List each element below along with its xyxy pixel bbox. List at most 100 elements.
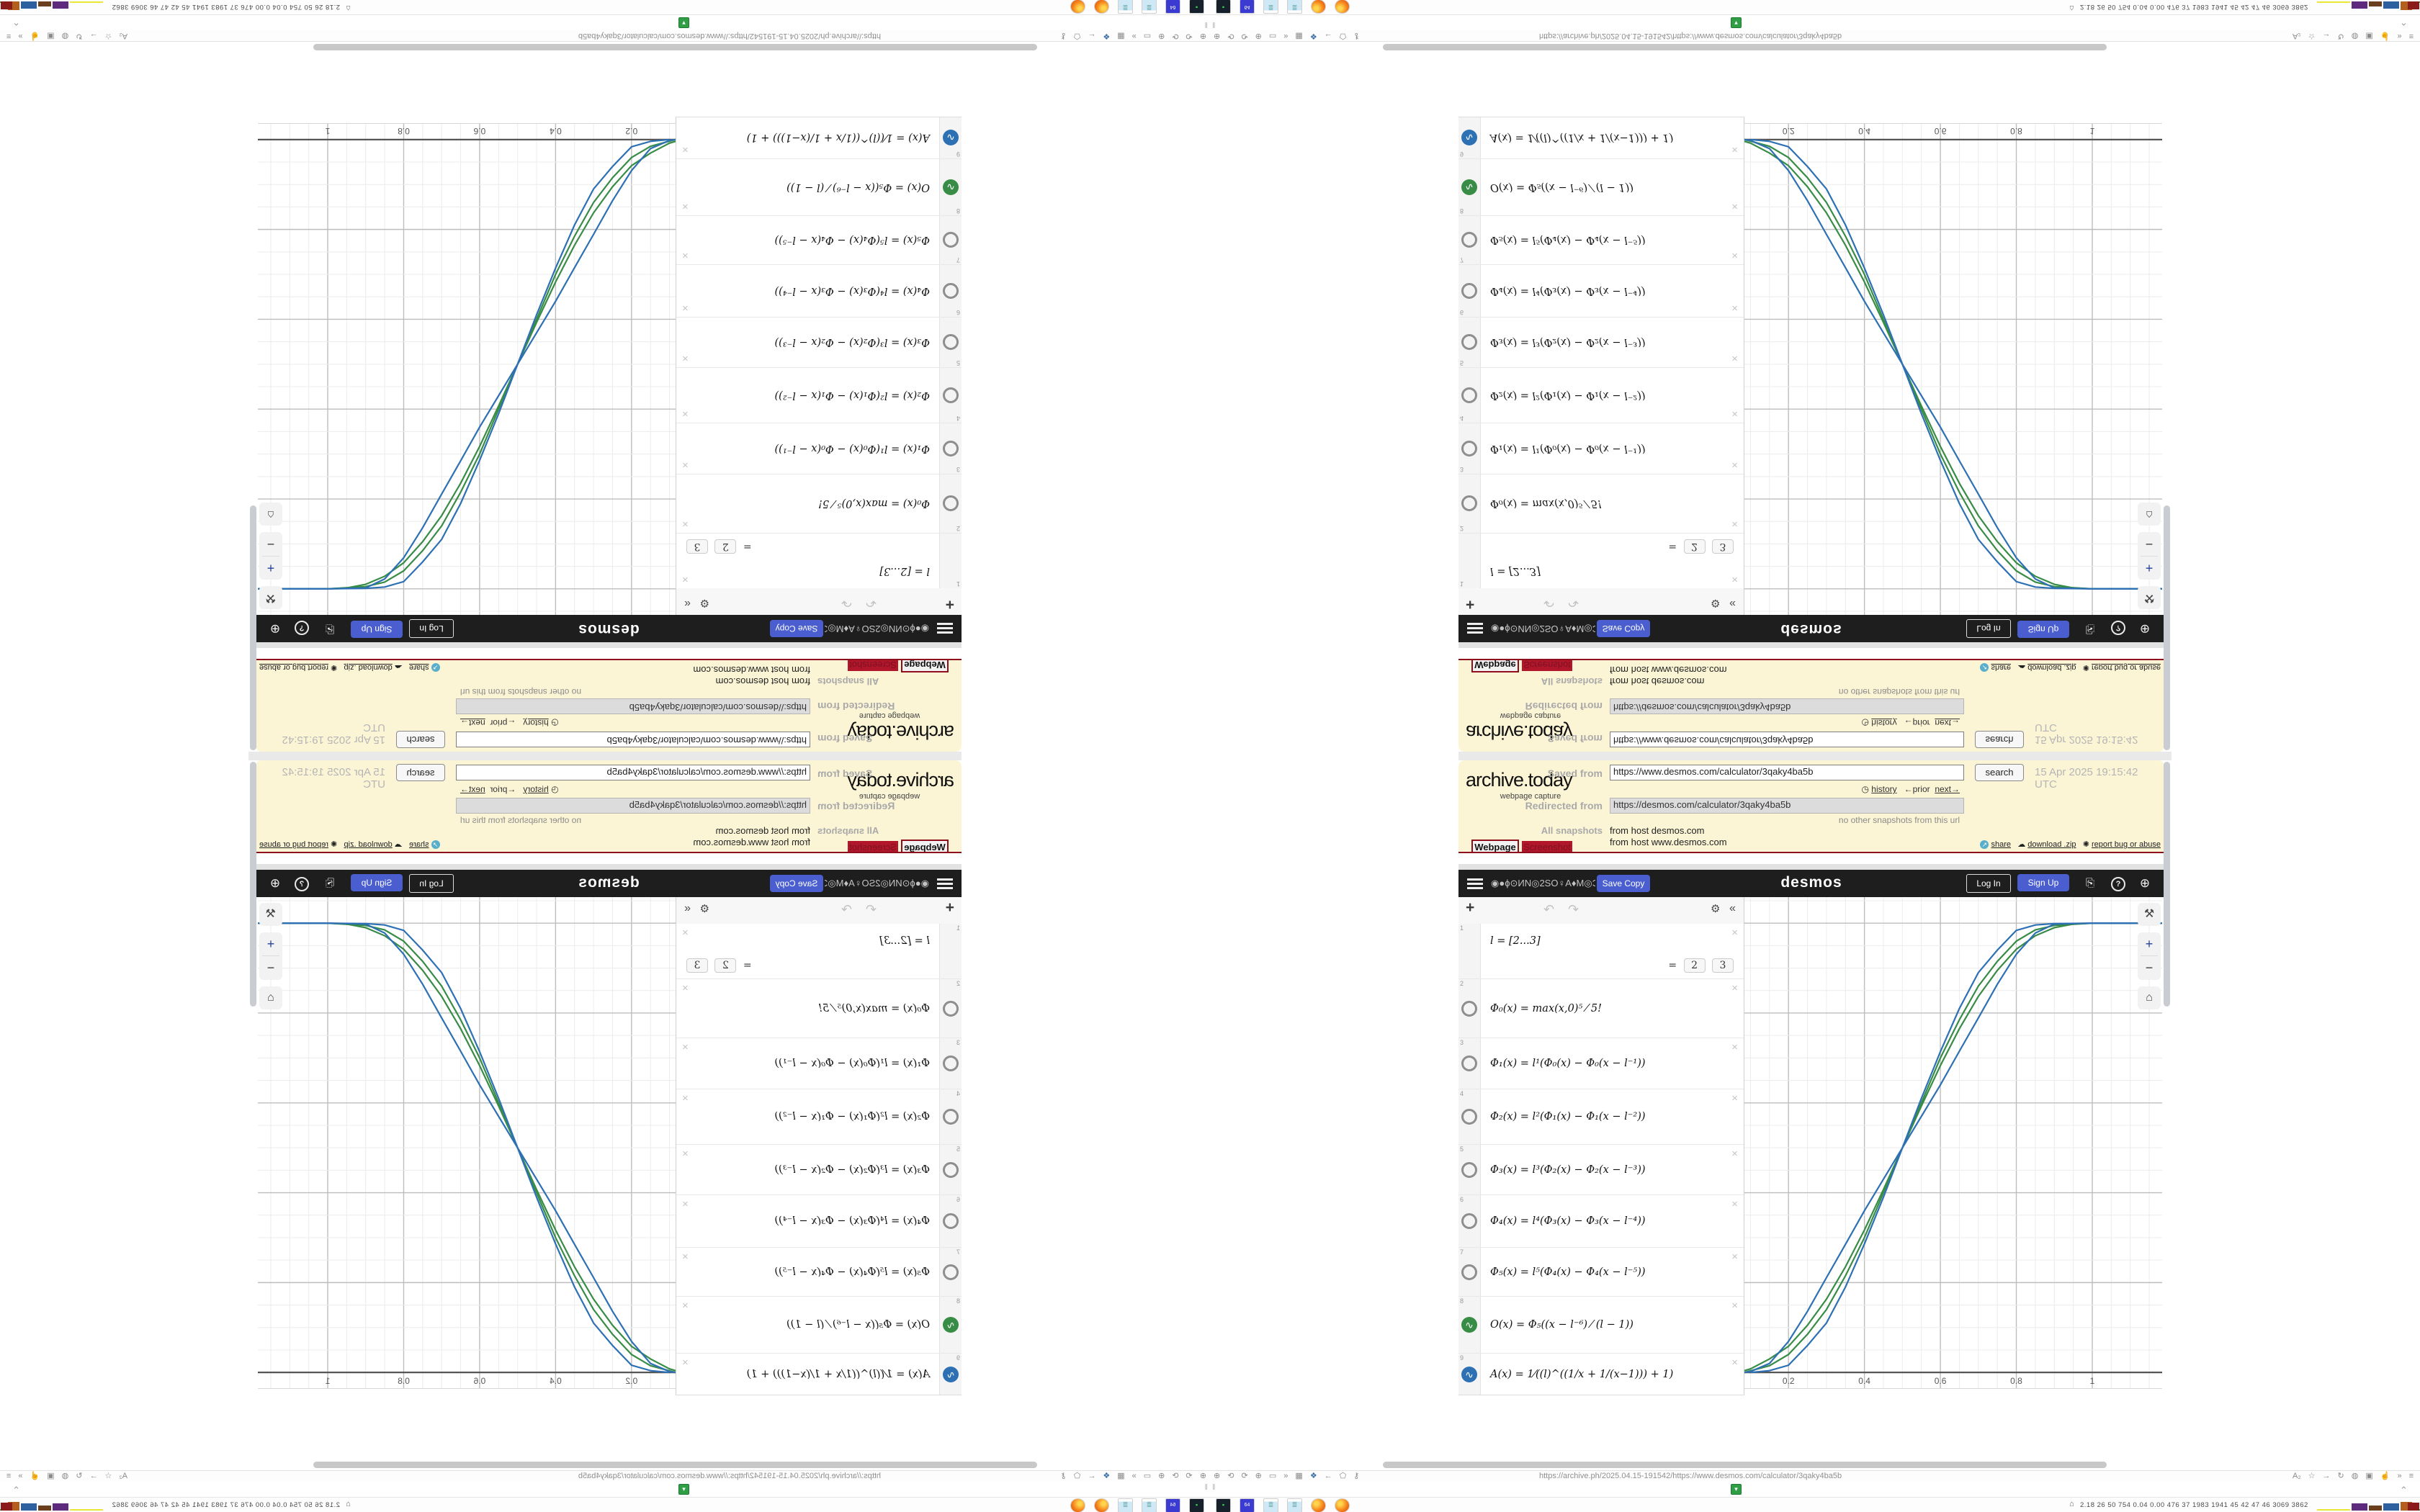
- host-link-desmos[interactable]: from host desmos.com: [1610, 676, 1705, 687]
- expression-math[interactable]: Φ₀(x) = max(x,0)⁵ ⁄ 5!: [818, 1002, 930, 1014]
- terminal-app-icon[interactable]: ▪: [1216, 0, 1231, 14]
- row-gutter[interactable]: 1: [939, 924, 962, 978]
- plot-toggle-icon[interactable]: [1461, 1213, 1477, 1229]
- trash-icon[interactable]: ▦: [1117, 1472, 1125, 1480]
- share-link[interactable]: share: [1991, 840, 2012, 849]
- tab-screenshot[interactable]: Screenshot: [1522, 841, 1572, 853]
- curve-toggle-blue-icon[interactable]: ∿: [943, 1366, 959, 1382]
- chevron-up-icon[interactable]: ⌃: [12, 17, 20, 27]
- prior-link[interactable]: ←prior: [1904, 718, 1930, 728]
- delete-expression-icon[interactable]: ×: [682, 408, 689, 420]
- plot-toggle-icon[interactable]: [1461, 1056, 1477, 1071]
- expression-math[interactable]: A(x) = 1⁄((l)^((1/x + 1/(x−1))) + 1): [746, 132, 930, 144]
- firefox-app-icon[interactable]: [1311, 0, 1326, 14]
- trash-icon[interactable]: ▦: [1295, 1472, 1303, 1480]
- plot-toggle-icon[interactable]: [943, 1000, 959, 1017]
- plot-toggle-icon[interactable]: [943, 334, 959, 351]
- tab-screenshot[interactable]: Screenshot: [848, 659, 898, 671]
- plot-toggle-icon[interactable]: [1461, 495, 1477, 512]
- delete-expression-icon[interactable]: ×: [682, 927, 689, 939]
- plot-toggle-icon[interactable]: [1461, 1161, 1477, 1178]
- search-button[interactable]: search: [396, 764, 445, 781]
- next-link[interactable]: next→: [460, 784, 485, 794]
- folder-icon[interactable]: ▭: [1143, 1472, 1152, 1480]
- sign-up-button[interactable]: Sign Up: [2017, 621, 2069, 638]
- overflow-icon[interactable]: »: [18, 32, 23, 40]
- redo-icon[interactable]: ↷: [841, 902, 852, 917]
- expression-math[interactable]: Φ₀(x) = max(x,0)⁵ ⁄ 5!: [1490, 498, 1602, 510]
- delete-expression-icon[interactable]: ×: [1731, 302, 1738, 314]
- export-share-icon[interactable]: ⎘: [2085, 877, 2094, 889]
- delete-expression-icon[interactable]: ×: [682, 352, 689, 364]
- row-gutter[interactable]: 4: [939, 368, 962, 423]
- notepad2-app-icon[interactable]: ≣: [1287, 0, 1302, 14]
- home-button[interactable]: ⌂: [2138, 986, 2161, 1009]
- expression-math[interactable]: Φ₃(x) = l³(Φ₂(x) − Φ₂(x − l⁻³)): [774, 1164, 930, 1176]
- back-arrow-icon[interactable]: ←: [1088, 32, 1096, 40]
- expression-row-8[interactable]: 8 ∿ O(x) = Φ₅((x − l⁻⁶) ⁄ (l − 1)) ×: [676, 1297, 962, 1354]
- back-rotate-icon[interactable]: ⟲: [1186, 1472, 1193, 1480]
- expression-row-9[interactable]: 9 ∿ A(x) = 1⁄((l)^((1/x + 1/(x−1))) + 1) …: [676, 117, 962, 158]
- collapse-panel-icon[interactable]: «: [684, 598, 691, 610]
- bookmark-star-icon[interactable]: ☆: [104, 1472, 112, 1480]
- home-button[interactable]: ⌂: [259, 503, 282, 526]
- delete-expression-icon[interactable]: ×: [682, 459, 689, 471]
- overflow-icon[interactable]: »: [2397, 32, 2402, 40]
- pick-icon[interactable]: ❖: [1103, 32, 1111, 40]
- curve-toggle-blue-icon[interactable]: ∿: [1461, 130, 1477, 146]
- delete-expression-icon[interactable]: ×: [682, 200, 689, 212]
- hamburger-menu-icon[interactable]: [937, 623, 953, 636]
- expression-row-3[interactable]: 3 Φ₁(x) = l¹(Φ₀(x) − Φ₀(x − l⁻¹)) ×: [676, 1038, 962, 1089]
- language-globe-icon[interactable]: ⊕: [2139, 622, 2151, 636]
- dark-globe-icon[interactable]: ◍: [61, 1472, 69, 1480]
- download-zip-link[interactable]: download .zip: [344, 663, 393, 672]
- back-arrow-icon[interactable]: ←: [1088, 1472, 1096, 1480]
- tab-grip[interactable]: ‖: [1212, 1483, 1216, 1492]
- menu-icon[interactable]: ≡: [2408, 32, 2414, 40]
- globe-icon[interactable]: ⊕: [1255, 1472, 1262, 1480]
- share-link[interactable]: share: [1991, 663, 2012, 672]
- back-rotate-icon[interactable]: ⟲: [1227, 1472, 1234, 1480]
- horizontal-scrollbar-thumb[interactable]: [313, 44, 1037, 50]
- hamburger-menu-icon[interactable]: [1467, 623, 1483, 636]
- delete-expression-icon[interactable]: ×: [1731, 1198, 1738, 1210]
- host-link-desmos[interactable]: from host desmos.com: [1610, 825, 1705, 836]
- trash-icon[interactable]: ▦: [1117, 32, 1125, 40]
- row-gutter[interactable]: 6: [939, 265, 962, 317]
- expression-row-5[interactable]: 5 Φ₃(x) = l³(Φ₂(x) − Φ₂(x − l⁻³)) ×: [676, 317, 962, 367]
- expression-row-5[interactable]: 5 Φ₃(x) = l³(Φ₂(x) − Φ₂(x − l⁻³)) ×: [676, 1145, 962, 1195]
- go-arrow-icon[interactable]: →: [2322, 32, 2331, 40]
- expression-math[interactable]: Φ₅(x) = l⁵(Φ₄(x) − Φ₄(x − l⁻⁵)): [774, 1266, 930, 1278]
- expression-math[interactable]: Φ₁(x) = l¹(Φ₀(x) − Φ₀(x − l⁻¹)): [1490, 1058, 1646, 1069]
- history-link[interactable]: history: [523, 784, 549, 794]
- zoom-in-button[interactable]: +: [266, 937, 275, 951]
- expression-row-2[interactable]: 2 Φ₀(x) = max(x,0)⁵ ⁄ 5! ×: [676, 979, 962, 1038]
- add-expression-button[interactable]: +: [945, 596, 954, 613]
- row-gutter[interactable]: 1: [1458, 924, 1481, 978]
- reload-icon[interactable]: ↻: [76, 32, 83, 40]
- expression-row-9[interactable]: 9 ∿ A(x) = 1⁄((l)^((1/x + 1/(x−1))) + 1) …: [1458, 117, 1744, 158]
- log-in-button[interactable]: Log In: [1966, 874, 2011, 893]
- lock-icon[interactable]: ⚷: [1060, 32, 1067, 40]
- horizontal-scrollbar-thumb[interactable]: [1383, 44, 2107, 50]
- tab-screenshot[interactable]: Screenshot: [1522, 659, 1572, 671]
- shield-icon[interactable]: ⬠: [1073, 32, 1081, 40]
- translate-icon[interactable]: A₂: [119, 32, 127, 40]
- floppy-64-app-icon[interactable]: 64: [1165, 1498, 1180, 1512]
- redo-icon[interactable]: ↷: [1568, 595, 1579, 610]
- expression-math[interactable]: O(x) = Φ₅((x − l⁻⁶) ⁄ (l − 1)): [1490, 181, 1634, 193]
- archive-favicon[interactable]: ▾: [678, 1484, 689, 1495]
- expression-row-7[interactable]: 7 Φ₅(x) = l⁵(Φ₄(x) − Φ₄(x − l⁻⁵)) ×: [1458, 1248, 1744, 1297]
- host-link-www-desmos[interactable]: from host www.desmos.com: [1610, 665, 1727, 675]
- chevron-up-icon[interactable]: ⌃: [2400, 1485, 2408, 1495]
- lock-icon[interactable]: ⚷: [1353, 32, 1360, 40]
- delete-expression-icon[interactable]: ×: [1731, 459, 1738, 471]
- log-in-button[interactable]: Log In: [409, 874, 454, 893]
- row-gutter[interactable]: 5: [1458, 318, 1481, 367]
- expression-math[interactable]: Φ₄(x) = l⁴(Φ₃(x) − Φ₃(x − l⁻⁴)): [1490, 1215, 1646, 1227]
- expression-math[interactable]: Φ₅(x) = l⁵(Φ₄(x) − Φ₄(x − l⁻⁵)): [774, 234, 930, 246]
- delete-expression-icon[interactable]: ×: [1731, 408, 1738, 420]
- save-copy-button[interactable]: Save Copy: [770, 875, 823, 892]
- next-link[interactable]: next→: [460, 718, 485, 728]
- zoom-out-button[interactable]: −: [2145, 537, 2154, 552]
